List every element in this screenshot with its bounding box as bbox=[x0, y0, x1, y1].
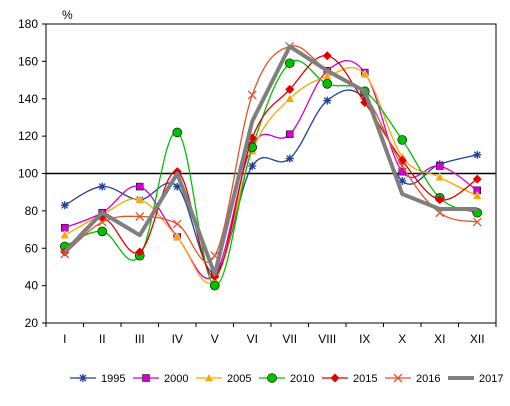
data-point-2000 bbox=[136, 182, 144, 191]
data-point-2015 bbox=[472, 174, 482, 184]
data-point-2005 bbox=[284, 93, 295, 103]
series-2017 bbox=[63, 44, 478, 277]
data-point-1995 bbox=[60, 201, 69, 210]
x-tick-label: III bbox=[135, 332, 145, 346]
y-tick-label: 140 bbox=[18, 92, 38, 106]
x-tick-label: IX bbox=[359, 332, 370, 346]
x-tick-label: XI bbox=[434, 332, 445, 346]
data-point-2005 bbox=[359, 69, 370, 79]
series-line-2017 bbox=[63, 44, 478, 277]
data-point-2016 bbox=[97, 217, 107, 227]
y-tick-label: 100 bbox=[18, 167, 38, 181]
legend-label: 2005 bbox=[227, 373, 251, 385]
data-point-2015 bbox=[135, 247, 145, 257]
legend: 1995 2000 2005 2010 2015 2016 2017 bbox=[70, 372, 503, 385]
x-tick-label: II bbox=[99, 332, 106, 346]
x-tick-label: V bbox=[211, 332, 219, 346]
y-tick-label: 180 bbox=[18, 17, 38, 31]
y-tick-label: 120 bbox=[18, 129, 38, 143]
data-point-1995 bbox=[323, 96, 332, 105]
legend-item-2005: 2005 bbox=[196, 372, 251, 385]
legend-label: 2015 bbox=[353, 373, 377, 385]
data-point-2010 bbox=[209, 280, 220, 291]
x-tick-label: XII bbox=[470, 332, 485, 346]
legend-label: 2016 bbox=[416, 373, 440, 385]
data-point-2016 bbox=[135, 212, 145, 221]
data-point-2000 bbox=[61, 223, 69, 232]
y-unit-label: % bbox=[62, 8, 73, 22]
legend-item-2017: 2017 bbox=[448, 373, 503, 385]
data-point-2010 bbox=[284, 58, 295, 69]
x-tick-label: I bbox=[63, 332, 66, 346]
data-point-2005 bbox=[434, 172, 445, 181]
data-point-1995 bbox=[173, 182, 182, 191]
y-tick-label: 40 bbox=[25, 279, 39, 293]
data-point-2016 bbox=[397, 161, 407, 171]
data-point-2000 bbox=[286, 130, 294, 139]
legend-label: 1995 bbox=[101, 373, 125, 385]
legend-item-1995: 1995 bbox=[70, 373, 125, 385]
data-point-2005 bbox=[472, 190, 483, 200]
series-2016 bbox=[60, 41, 482, 263]
series-2010 bbox=[59, 58, 483, 291]
x-tick-label: VIII bbox=[318, 332, 336, 346]
data-point-2016 bbox=[172, 219, 182, 229]
y-tick-label: 80 bbox=[25, 204, 39, 218]
legend-marker bbox=[393, 373, 403, 383]
x-tick-label: X bbox=[398, 332, 406, 346]
data-point-2016 bbox=[472, 217, 482, 227]
legend-marker bbox=[204, 372, 214, 382]
legend-item-2015: 2015 bbox=[322, 373, 377, 385]
data-point-1995 bbox=[285, 154, 294, 163]
data-point-1995 bbox=[473, 150, 482, 159]
legend-item-2016: 2016 bbox=[385, 373, 440, 385]
data-point-2005 bbox=[59, 230, 70, 239]
y-tick-label: 60 bbox=[25, 241, 39, 255]
x-tick-label: IV bbox=[172, 332, 183, 346]
data-point-2010 bbox=[97, 226, 108, 237]
data-point-2005 bbox=[134, 194, 145, 204]
legend-item-2010: 2010 bbox=[259, 373, 314, 385]
legend-item-2000: 2000 bbox=[133, 373, 188, 385]
legend-marker bbox=[142, 374, 150, 382]
data-point-2015 bbox=[435, 195, 445, 205]
data-point-2010 bbox=[172, 127, 183, 138]
data-point-2010 bbox=[397, 135, 408, 145]
data-point-2015 bbox=[322, 51, 332, 61]
data-point-2005 bbox=[172, 232, 183, 241]
x-tick-label: VII bbox=[282, 332, 297, 346]
y-tick-label: 20 bbox=[25, 316, 39, 330]
data-point-2010 bbox=[322, 79, 333, 89]
legend-label: 2017 bbox=[479, 373, 503, 385]
legend-marker bbox=[267, 373, 277, 383]
data-point-2016 bbox=[247, 90, 257, 100]
y-tick-label: 160 bbox=[18, 54, 38, 68]
data-point-2000 bbox=[436, 162, 444, 170]
data-point-1995 bbox=[398, 176, 407, 185]
series-line-2005 bbox=[64, 66, 478, 284]
data-point-2015 bbox=[285, 84, 295, 94]
series-line-2015 bbox=[64, 55, 478, 277]
legend-label: 2000 bbox=[164, 373, 188, 385]
legend-label: 2010 bbox=[290, 373, 314, 385]
legend-marker bbox=[79, 374, 87, 382]
data-point-1995 bbox=[98, 182, 107, 191]
legend-marker bbox=[330, 373, 340, 383]
x-tick-label: VI bbox=[247, 332, 258, 346]
data-point-1995 bbox=[248, 162, 257, 171]
